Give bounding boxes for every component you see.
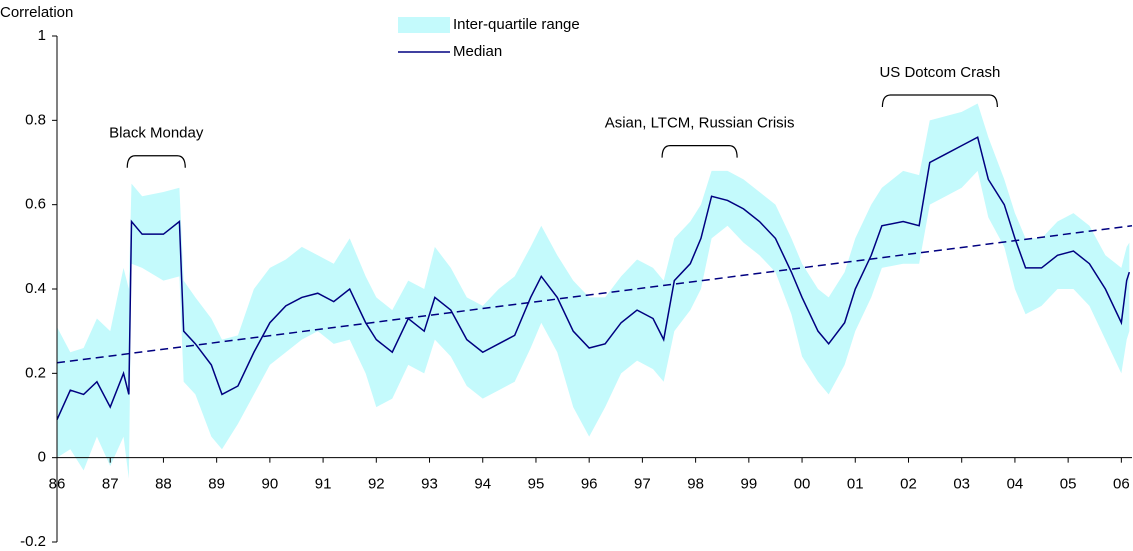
x-tick-label: 02 — [900, 476, 917, 493]
y-tick-label: 0.6 — [25, 196, 46, 213]
annotation-bracket — [881, 94, 998, 108]
annotation-text: Asian, LTCM, Russian Crisis — [605, 115, 795, 132]
x-tick-label: 95 — [528, 476, 545, 493]
annotation-bracket — [126, 155, 186, 168]
y-tick-label: 0.2 — [25, 364, 46, 381]
x-tick-label: 06 — [1113, 476, 1130, 493]
x-tick-label: 91 — [315, 476, 332, 493]
annotation-text: US Dotcom Crash — [879, 64, 1000, 81]
x-tick-label: 99 — [740, 476, 757, 493]
legend-label: Inter-quartile range — [453, 16, 580, 33]
x-tick-label: 92 — [368, 476, 385, 493]
legend-swatch — [398, 17, 450, 33]
iqr-band — [57, 103, 1130, 479]
y-tick-label: 0.8 — [25, 111, 46, 128]
x-tick-label: 93 — [421, 476, 438, 493]
x-tick-label: 87 — [102, 476, 119, 493]
x-tick-label: 96 — [581, 476, 598, 493]
x-tick-label: 03 — [953, 476, 970, 493]
x-tick-label: 89 — [208, 476, 225, 493]
x-tick-label: 05 — [1060, 476, 1077, 493]
legend-label: Median — [453, 43, 502, 60]
x-tick-label: 00 — [794, 476, 811, 493]
x-tick-label: 90 — [262, 476, 279, 493]
x-tick-label: 97 — [634, 476, 651, 493]
y-axis-label: Correlation — [0, 4, 73, 21]
x-tick-label: 04 — [1007, 476, 1024, 493]
trend-line — [56, 225, 1133, 364]
annotation-bracket — [661, 145, 738, 158]
x-tick-label: 01 — [847, 476, 864, 493]
y-tick-label: 1 — [38, 27, 46, 44]
x-tick-label: 88 — [155, 476, 172, 493]
median-line — [56, 136, 1131, 421]
x-tick-label: 94 — [474, 476, 491, 493]
annotation-text: Black Monday — [109, 125, 204, 142]
y-tick-label: 0.4 — [25, 280, 46, 297]
x-tick-label: 86 — [49, 476, 66, 493]
x-tick-label: 98 — [687, 476, 704, 493]
y-tick-label: -0.2 — [20, 533, 46, 550]
y-tick-label: 0 — [38, 449, 46, 466]
